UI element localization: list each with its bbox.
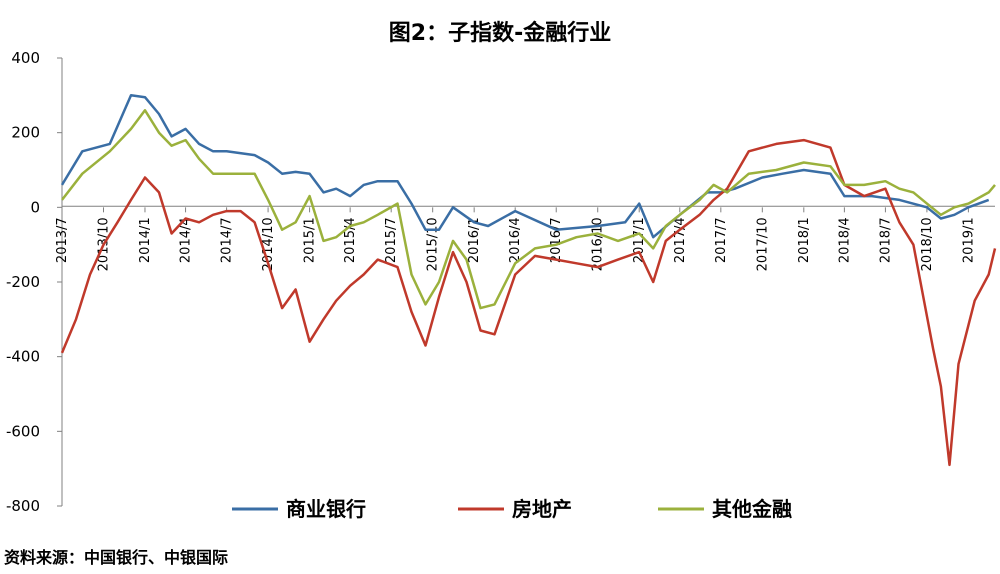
x-tick-label: 2016/4: [508, 217, 523, 263]
y-tick-label: -600: [6, 422, 40, 440]
x-tick-label: 2016/1: [467, 217, 482, 263]
x-tick-label: 2018/1: [797, 217, 812, 263]
series-line-3: [61, 109, 996, 310]
x-tick-label: 2017/4: [673, 217, 688, 263]
legend: 商业银行 房地产 其他金融: [232, 497, 792, 521]
x-tick-label: 2017/1: [632, 217, 647, 263]
x-tick-label: 2014/1: [138, 217, 153, 263]
y-tick-label: 400: [11, 49, 40, 67]
series-line-1: [60, 94, 990, 239]
x-tick-label: 2018/7: [878, 217, 893, 263]
x-tick-label: 2014/10: [261, 217, 276, 271]
x-tick-label: 2018/4: [837, 217, 852, 263]
x-tick-label: 2018/10: [920, 217, 935, 271]
legend-label: 房地产: [512, 497, 572, 521]
y-tick-label: -400: [6, 348, 40, 366]
legend-label: 商业银行: [286, 497, 366, 521]
x-tick-label: 2014/4: [179, 217, 194, 263]
x-tick-label: 2013/7: [55, 217, 70, 263]
series-lines: [60, 94, 997, 467]
y-tick-label: -200: [6, 273, 40, 291]
x-tick-label: 2016/10: [591, 217, 606, 271]
series-line-2: [60, 138, 997, 467]
x-tick-label: 2015/7: [384, 217, 399, 263]
x-tick-label: 2016/7: [549, 217, 564, 263]
x-tick-label: 2019/1: [961, 217, 976, 263]
y-tick-label: 0: [30, 198, 40, 216]
x-axis-ticks: 2013/7 2013/10 2014/1 2014/4 2014/7 2014/10 20…: [55, 207, 976, 271]
y-axis-ticks: 400 200 0 -200 -400 -600 -800: [6, 49, 62, 515]
x-tick-label: 2015/10: [426, 217, 441, 271]
y-tick-label: -800: [6, 497, 40, 515]
x-tick-label: 2017/7: [714, 217, 729, 263]
x-tick-label: 2017/10: [755, 217, 770, 271]
legend-label: 其他金融: [712, 497, 792, 521]
x-tick-label: 2014/7: [220, 217, 235, 263]
x-tick-label: 2015/1: [303, 217, 318, 263]
chart-title: 图2：子指数-金融行业: [389, 20, 611, 46]
source-note: 资料来源：中国银行、中银国际: [4, 548, 229, 567]
y-tick-label: 200: [11, 124, 40, 142]
